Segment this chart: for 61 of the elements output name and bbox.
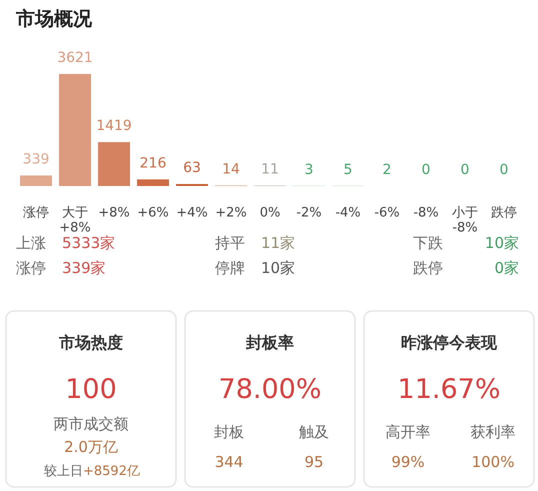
text: 95: [304, 453, 324, 471]
text: 100: [65, 374, 117, 405]
text: 市场热度: [58, 333, 123, 352]
x-tick-label: -2%: [296, 206, 322, 220]
x-tick-label: 0%: [260, 206, 280, 220]
bar: [59, 74, 92, 186]
bar: [98, 142, 130, 186]
text: 2.0万亿: [64, 438, 118, 456]
data-label: 0: [422, 162, 430, 178]
bar: [20, 176, 52, 186]
text: 10家: [484, 234, 519, 252]
chart-title: 市场概况: [15, 8, 93, 30]
category-label: 较上日: [44, 464, 83, 479]
text: 10家: [261, 259, 296, 277]
text: 11家: [261, 234, 296, 252]
text: +8592亿: [83, 464, 140, 479]
category-label: 跌停: [413, 259, 443, 277]
x-tick-label: -6%: [374, 206, 400, 220]
text: 5333家: [62, 234, 116, 252]
text: 0家: [494, 259, 519, 277]
x-tick-label: +8%: [98, 206, 130, 220]
text: 344: [214, 453, 244, 471]
category-label: 触及: [299, 423, 329, 441]
data-label: 216: [140, 155, 166, 172]
data-label: 5: [344, 162, 352, 178]
data-label: 0: [460, 162, 470, 178]
x-tick-label: 跌停: [490, 206, 517, 220]
x-tick-label: 小于 -8%: [452, 206, 478, 236]
data-label: 339: [22, 152, 50, 168]
data-label: 2: [382, 162, 392, 178]
x-tick-label: -8%: [413, 206, 439, 220]
data-label: 63: [183, 160, 201, 176]
data-label: 0: [500, 162, 508, 178]
category-label: 涨停: [16, 259, 46, 277]
data-label: 3621: [57, 50, 93, 66]
category-label: 高开率: [386, 423, 430, 441]
category-label: 停牌: [215, 259, 245, 277]
category-label: 上涨: [16, 234, 46, 252]
category-label: 获利率: [470, 423, 516, 441]
text: 78.00%: [218, 374, 322, 405]
data-label: 14: [222, 162, 240, 178]
category-label: 两市成交额: [54, 415, 128, 433]
x-tick-label: 涨停: [23, 206, 50, 220]
text: 99%: [391, 453, 425, 471]
bar: [137, 179, 169, 186]
category-label: 封板: [214, 423, 244, 441]
text: 100%: [472, 453, 514, 471]
category-label: 持平: [215, 234, 245, 252]
text: 11.67%: [398, 374, 500, 405]
text: 昨涨停今表现: [401, 333, 498, 352]
data-label: 1419: [96, 118, 132, 134]
data-label: 3: [304, 162, 314, 178]
x-tick-label: -4%: [335, 206, 361, 220]
x-tick-label: +2%: [215, 206, 247, 220]
text: 封板率: [245, 333, 294, 352]
data-label: 11: [261, 162, 279, 178]
text: 339家: [62, 259, 106, 277]
x-tick-label: +6%: [137, 206, 169, 220]
x-tick-label: +4%: [176, 206, 208, 220]
x-tick-label: 大于 +8%: [59, 206, 91, 236]
category-label: 下跌: [413, 234, 443, 252]
